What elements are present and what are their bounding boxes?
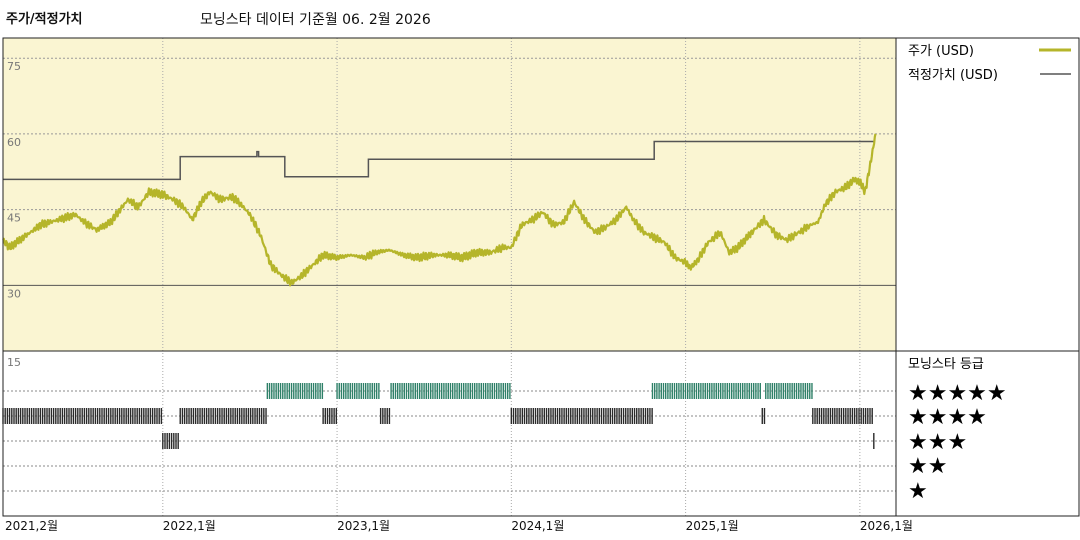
x-tick-label: 2023,1월 [337, 519, 390, 533]
x-tick-label: 2022,1월 [163, 519, 216, 533]
x-axis-labels: 2021,2월 2022,1월 2023,1월 2024,1월 2025,1월 2026,… [5, 519, 913, 533]
rating-legend-title: 모닝스타 등급 [908, 357, 984, 372]
y-tick-label: 30 [7, 287, 21, 300]
y-axis-labels: 75 60 45 30 [7, 60, 21, 300]
x-tick-label: 2025,1월 [686, 519, 739, 533]
rating-bar-4-stars [379, 408, 391, 424]
rating-bar-3-stars [162, 433, 179, 449]
rating-bar-5-stars [336, 383, 380, 399]
rating-bar-5-stars [651, 383, 761, 399]
rating-bar-5-stars [266, 383, 324, 399]
price-line [2, 133, 877, 287]
rating-bar-4-stars [179, 408, 267, 424]
legend-fair-value-label: 적정가치 (USD) [908, 68, 998, 83]
y-gridlines [3, 57, 896, 286]
rating-5-stars: ★★★★★ [908, 381, 1007, 406]
legend-price-label: 주가 (USD) [908, 44, 974, 59]
fair-value-line [3, 140, 874, 181]
y-tick-label: 75 [7, 60, 21, 73]
rating-row-gridlines [3, 390, 896, 492]
rating-bar-4-stars [761, 408, 766, 424]
rating-bar-4-stars [2, 408, 163, 424]
chart-subtitle: 모닝스타 데이터 기준월 06. 2월 2026 [200, 12, 431, 28]
y-tick-label: 45 [7, 212, 21, 225]
rating-bar-5-stars [765, 383, 813, 399]
x-tick-label: 2024,1월 [511, 519, 564, 533]
rating-y-tick: 15 [7, 356, 21, 369]
y-tick-label: 60 [7, 136, 21, 149]
x-tick-label: 2026,1월 [860, 519, 913, 533]
rating-1-star: ★ [908, 479, 928, 504]
rating-2-stars: ★★ [908, 454, 947, 479]
rating-3-stars: ★★★ [908, 430, 967, 455]
rating-bar-4-stars [812, 408, 873, 424]
plot-frame [2, 37, 1080, 517]
chart-title: 주가/적정가치 [6, 12, 83, 27]
rating-4-stars: ★★★★ [908, 405, 987, 430]
x-tick-label: 2021,2월 [5, 519, 58, 533]
rating-bar-4-stars [322, 408, 338, 424]
rating-bars [2, 383, 875, 449]
upper-plot-background [3, 38, 896, 351]
rating-bar-5-stars [390, 383, 511, 399]
rating-bar-4-stars [510, 408, 653, 424]
